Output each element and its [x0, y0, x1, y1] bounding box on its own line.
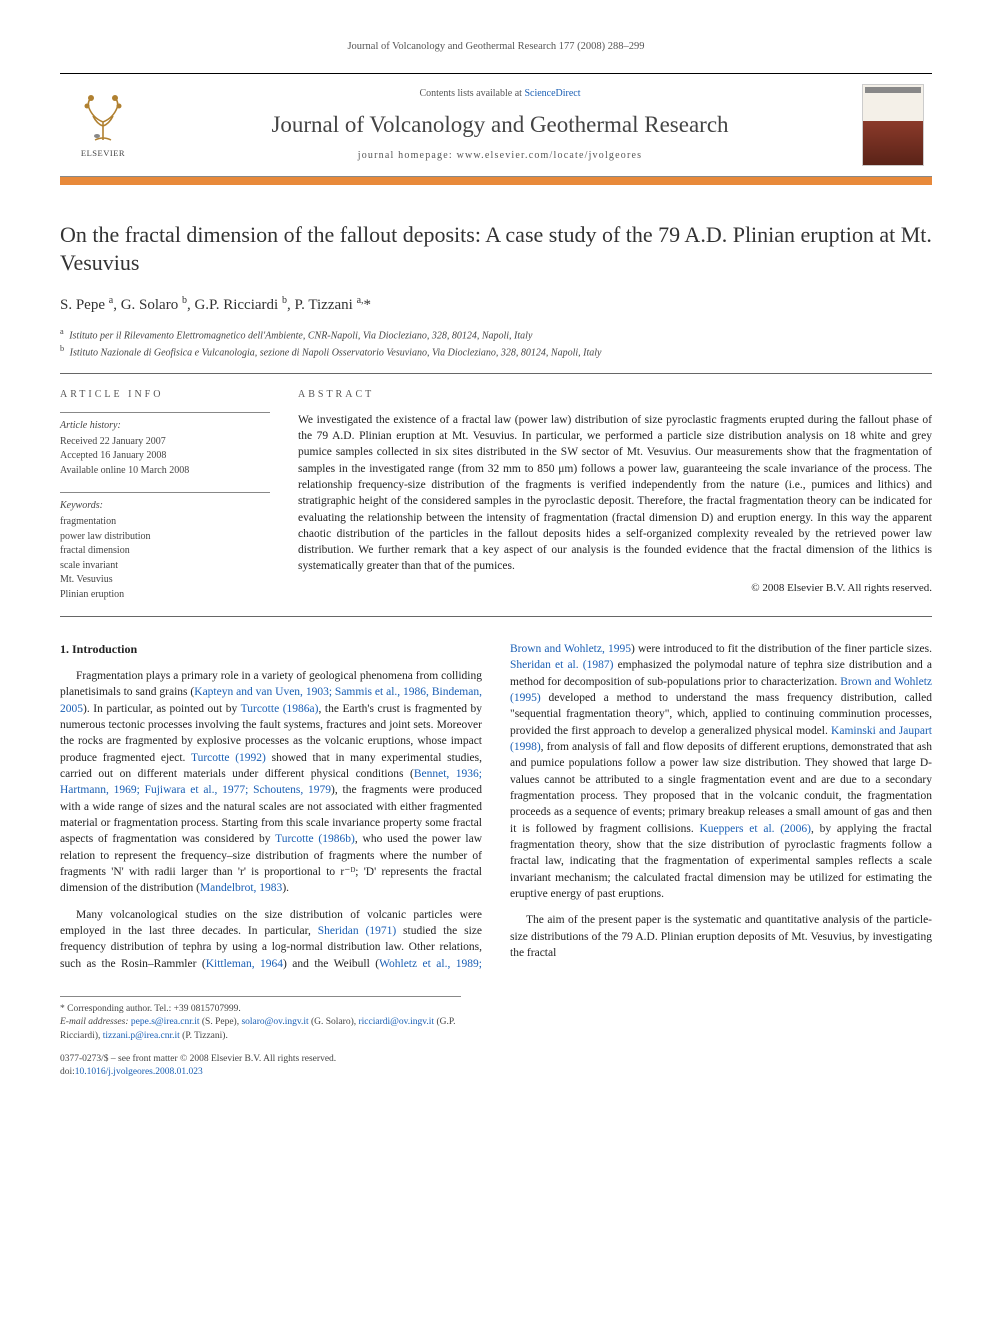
cover-thumbnail: [862, 84, 924, 166]
doi-link[interactable]: 10.1016/j.jvolgeores.2008.01.023: [75, 1067, 203, 1077]
elsevier-label: ELSEVIER: [81, 148, 125, 160]
article-info-heading: ARTICLE INFO: [60, 388, 270, 402]
cite-kittleman[interactable]: Kittleman, 1964: [206, 958, 283, 970]
elsevier-tree-icon: [75, 90, 131, 146]
keyword: fragmentation: [60, 515, 270, 530]
cite-kueppers[interactable]: Kueppers et al. (2006): [699, 823, 810, 835]
keyword: Mt. Vesuvius: [60, 573, 270, 588]
intro-paragraph-1: Fragmentation plays a primary role in a …: [60, 668, 482, 897]
email-who: (P. Tizzani).: [180, 1031, 228, 1041]
email-link[interactable]: pepe.s@irea.cnr.it: [131, 1017, 200, 1027]
article-title: On the fractal dimension of the fallout …: [60, 221, 932, 278]
cite-turcotte-1992[interactable]: Turcotte (1992): [191, 752, 266, 764]
emails-label: E-mail addresses:: [60, 1017, 131, 1027]
contents-prefix: Contents lists available at: [419, 88, 524, 99]
email-who: (S. Pepe),: [200, 1017, 242, 1027]
front-matter: 0377-0273/$ – see front matter © 2008 El…: [60, 1053, 461, 1066]
keyword: Plinian eruption: [60, 588, 270, 603]
cite-mandelbrot[interactable]: Mandelbrot, 1983: [200, 882, 282, 894]
running-header: Journal of Volcanology and Geothermal Re…: [60, 40, 932, 55]
p1-g: ).: [282, 882, 289, 894]
history-title: Article history:: [60, 419, 270, 433]
body-text: 1. Introduction Fragmentation plays a pr…: [60, 641, 932, 972]
p2-d: ) were introduced to fit the distributio…: [631, 643, 932, 655]
meta-abstract-row: ARTICLE INFO Article history: Received 2…: [60, 388, 932, 603]
doi-prefix: doi:: [60, 1067, 75, 1077]
rule-above-abstract: [60, 373, 932, 374]
journal-name: Journal of Volcanology and Geothermal Re…: [150, 109, 850, 141]
affiliation: a Istituto per il Rilevamento Elettromag…: [60, 326, 932, 343]
rule-below-abstract: [60, 616, 932, 617]
cite-sheridan-1971[interactable]: Sheridan (1971): [318, 925, 396, 937]
contents-line: Contents lists available at ScienceDirec…: [150, 87, 850, 101]
section-heading-intro: 1. Introduction: [60, 641, 482, 658]
email-line: E-mail addresses: pepe.s@irea.cnr.it (S.…: [60, 1016, 461, 1043]
keyword: power law distribution: [60, 530, 270, 545]
abstract-text: We investigated the existence of a fract…: [298, 412, 932, 575]
history-line: Available online 10 March 2008: [60, 464, 270, 479]
footer-block: * Corresponding author. Tel.: +39 081570…: [60, 996, 461, 1079]
keywords-title: Keywords:: [60, 499, 270, 513]
article-info-column: ARTICLE INFO Article history: Received 2…: [60, 388, 270, 603]
abstract-heading: ABSTRACT: [298, 388, 932, 402]
header-center: Contents lists available at ScienceDirec…: [150, 87, 850, 163]
abstract-column: ABSTRACT We investigated the existence o…: [298, 388, 932, 603]
homepage-line: journal homepage: www.elsevier.com/locat…: [150, 149, 850, 163]
affiliation: b Istituto Nazionale di Geofisica e Vulc…: [60, 343, 932, 360]
corresponding-author: * Corresponding author. Tel.: +39 081570…: [60, 1003, 461, 1016]
p2-c: ) and the Weibull (: [283, 958, 379, 970]
cite-turcotte-1986b[interactable]: Turcotte (1986b): [275, 833, 355, 845]
doi-line: doi:10.1016/j.jvolgeores.2008.01.023: [60, 1066, 461, 1079]
keyword: scale invariant: [60, 559, 270, 574]
history-line: Accepted 16 January 2008: [60, 449, 270, 464]
homepage-url: www.elsevier.com/locate/jvolgeores: [457, 150, 643, 161]
orange-bar: [60, 177, 932, 185]
email-link[interactable]: solaro@ov.ingv.it: [241, 1017, 308, 1027]
intro-paragraph-3: The aim of the present paper is the syst…: [510, 912, 932, 961]
authors: S. Pepe a, G. Solaro b, G.P. Ricciardi b…: [60, 294, 932, 316]
cite-sheridan-1987[interactable]: Sheridan et al. (1987): [510, 659, 613, 671]
p1-b: ). In particular, as pointed out by: [83, 703, 241, 715]
sciencedirect-link[interactable]: ScienceDirect: [524, 88, 580, 99]
homepage-prefix: journal homepage:: [358, 150, 457, 161]
email-link[interactable]: ricciardi@ov.ingv.it: [359, 1017, 435, 1027]
email-link[interactable]: tizzani.p@irea.cnr.it: [103, 1031, 180, 1041]
elsevier-logo: ELSEVIER: [68, 85, 138, 165]
history-line: Received 22 January 2007: [60, 435, 270, 450]
keyword: fractal dimension: [60, 544, 270, 559]
p2-g: , from analysis of fall and flow deposit…: [510, 741, 932, 835]
abstract-copyright: © 2008 Elsevier B.V. All rights reserved…: [298, 581, 932, 596]
email-who: (G. Solaro),: [309, 1017, 359, 1027]
cite-turcotte-1986a[interactable]: Turcotte (1986a): [241, 703, 319, 715]
journal-header: ELSEVIER Contents lists available at Sci…: [60, 74, 932, 177]
affiliations: a Istituto per il Rilevamento Elettromag…: [60, 326, 932, 361]
